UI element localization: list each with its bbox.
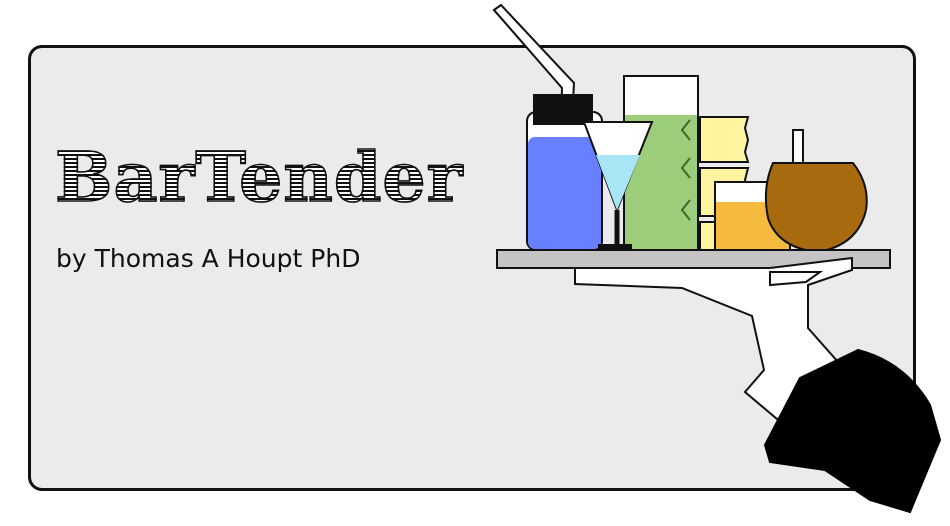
brandy-snifter [764,129,868,254]
black-sleeve [763,348,942,514]
bottle [526,94,603,251]
author-byline: by Thomas A Houpt PhD [56,244,361,273]
martini-glass [582,121,654,250]
app-title: BarTender [54,137,464,219]
